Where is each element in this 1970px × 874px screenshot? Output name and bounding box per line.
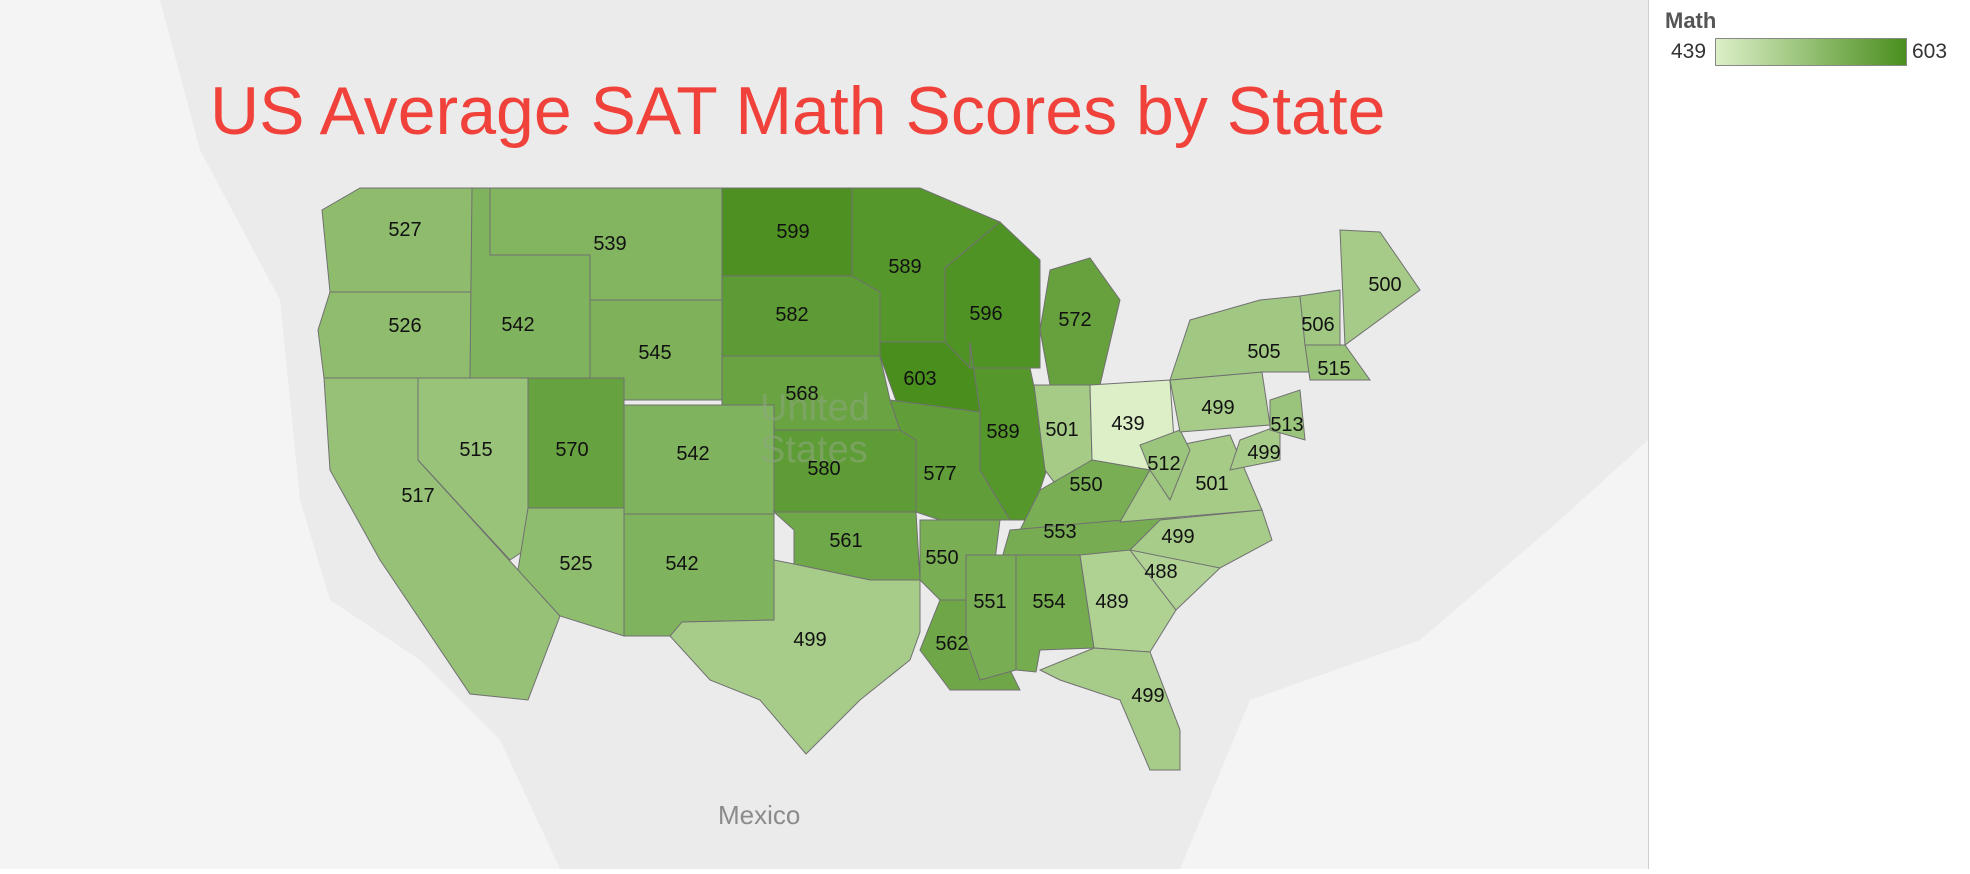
state-value-label: 551 [973, 591, 1006, 613]
state-value-label: 526 [388, 315, 421, 337]
state-value-label: 439 [1111, 413, 1144, 435]
country-label-line2: States [760, 429, 868, 471]
state-nh[interactable] [1304, 344, 1371, 381]
state-value-label: 499 [1201, 397, 1234, 419]
state-value-label: 542 [665, 553, 698, 575]
state-md[interactable] [1229, 424, 1281, 471]
state-value-label: 542 [501, 314, 534, 336]
state-fl[interactable] [1038, 647, 1181, 771]
state-value-label: 572 [1058, 309, 1091, 331]
state-value-label: 550 [1069, 474, 1102, 496]
state-value-label: 580 [807, 458, 840, 480]
state-value-label: 501 [1195, 473, 1228, 495]
state-value-label: 501 [1045, 419, 1078, 441]
state-value-label: 488 [1144, 561, 1177, 583]
legend-color-ramp [1715, 38, 1907, 66]
state-value-label: 603 [903, 368, 936, 390]
state-value-label: 554 [1032, 591, 1065, 613]
state-value-label: 589 [986, 421, 1019, 443]
state-labels-layer: 527 526 517 515 542 539 545 570 542 525 542 599 582 5… [388, 219, 1401, 707]
state-value-label: 570 [555, 439, 588, 461]
state-value-label: 515 [1317, 358, 1350, 380]
state-value-label: 599 [776, 221, 809, 243]
state-value-label: 512 [1147, 453, 1180, 475]
state-value-label: 517 [401, 485, 434, 507]
state-value-label: 500 [1368, 274, 1401, 296]
legend-max-value: 603 [1912, 40, 1948, 63]
state-value-label: 499 [793, 629, 826, 651]
state-me[interactable] [1339, 229, 1421, 346]
legend-min-value: 439 [1671, 40, 1707, 63]
state-value-label: 553 [1043, 521, 1076, 543]
state-value-label: 527 [388, 219, 421, 241]
choropleth-map[interactable]: United States Mexico 5275265175155425395… [0, 0, 1648, 869]
legend-title: Math [1665, 8, 1717, 33]
state-value-label: 515 [459, 439, 492, 461]
state-value-label: 513 [1270, 414, 1303, 436]
state-value-label: 545 [638, 342, 671, 364]
state-value-label: 499 [1247, 442, 1280, 464]
state-az[interactable] [517, 507, 625, 637]
state-value-label: 561 [829, 530, 862, 552]
state-value-label: 542 [676, 443, 709, 465]
pane-divider [1648, 0, 1649, 869]
state-value-label: 577 [923, 463, 956, 485]
state-value-label: 582 [775, 304, 808, 326]
state-wi[interactable] [944, 221, 1041, 369]
state-ms[interactable] [965, 554, 1017, 681]
page-title: US Average SAT Math Scores by State [210, 73, 1386, 149]
map-view[interactable]: United States Mexico 527 526 517 515 542 539 5… [0, 0, 1648, 869]
state-value-label: 506 [1301, 314, 1334, 336]
state-value-label: 539 [593, 233, 626, 255]
state-value-label: 489 [1095, 591, 1128, 613]
states-layer [317, 187, 1421, 771]
legend-panel: Math 439 603 [1649, 0, 1970, 869]
state-wv[interactable] [1139, 429, 1191, 502]
state-value-label: 499 [1131, 685, 1164, 707]
state-tx[interactable] [669, 559, 921, 755]
state-value-label: 550 [925, 547, 958, 569]
state-value-label: 525 [559, 553, 592, 575]
state-value-label: 505 [1247, 341, 1280, 363]
neighbor-country-label: Mexico [718, 800, 800, 830]
state-value-label: 596 [969, 303, 1002, 325]
country-label-line1: United [760, 387, 870, 429]
state-nm[interactable] [623, 513, 775, 637]
state-value-label: 589 [888, 256, 921, 278]
state-value-label: 499 [1161, 526, 1194, 548]
state-value-label: 562 [935, 633, 968, 655]
state-nj[interactable] [1269, 389, 1306, 441]
state-value-label: 568 [785, 383, 818, 405]
state-ga[interactable] [1079, 549, 1177, 653]
